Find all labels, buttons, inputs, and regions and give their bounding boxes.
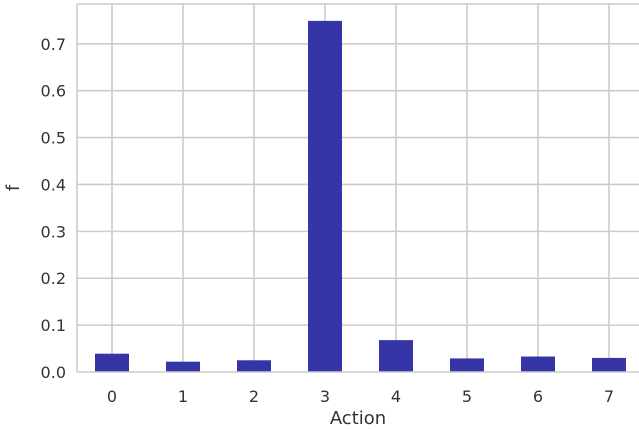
bar	[166, 361, 200, 372]
bar	[308, 20, 342, 372]
bar	[379, 340, 413, 372]
grid-layer	[77, 4, 639, 372]
y-tick-label: 0.2	[41, 269, 66, 288]
x-tick-label: 3	[320, 387, 330, 406]
x-tick-label: 2	[249, 387, 259, 406]
bar	[521, 356, 555, 372]
x-tick-label: 1	[178, 387, 188, 406]
x-tick-label: 4	[391, 387, 401, 406]
x-tick-label: 0	[107, 387, 117, 406]
x-tick-label: 5	[462, 387, 472, 406]
y-tick-label: 0.6	[41, 82, 66, 101]
y-tick-label: 0.4	[41, 175, 66, 194]
axes-layer	[76, 3, 639, 373]
x-axis-label: Action	[330, 408, 386, 429]
y-tick-label: 0.5	[41, 129, 66, 148]
y-tick-label: 0.0	[41, 363, 66, 382]
bar	[592, 357, 626, 372]
x-tick-label: 7	[604, 387, 614, 406]
y-tick-label: 0.3	[41, 222, 66, 241]
y-tick-label: 0.7	[41, 35, 66, 54]
bar	[450, 358, 484, 372]
bar	[95, 353, 129, 372]
bar	[237, 360, 271, 372]
labels-layer: 0.0 0.1 0.2 0.3 0.4 0.5 0.6 0.7 0 1 2 3 4 5 6 7	[41, 35, 615, 406]
y-axis-label: f	[3, 184, 24, 191]
y-tick-label: 0.1	[41, 316, 66, 335]
bars-layer	[95, 20, 626, 372]
x-tick-label: 6	[533, 387, 543, 406]
